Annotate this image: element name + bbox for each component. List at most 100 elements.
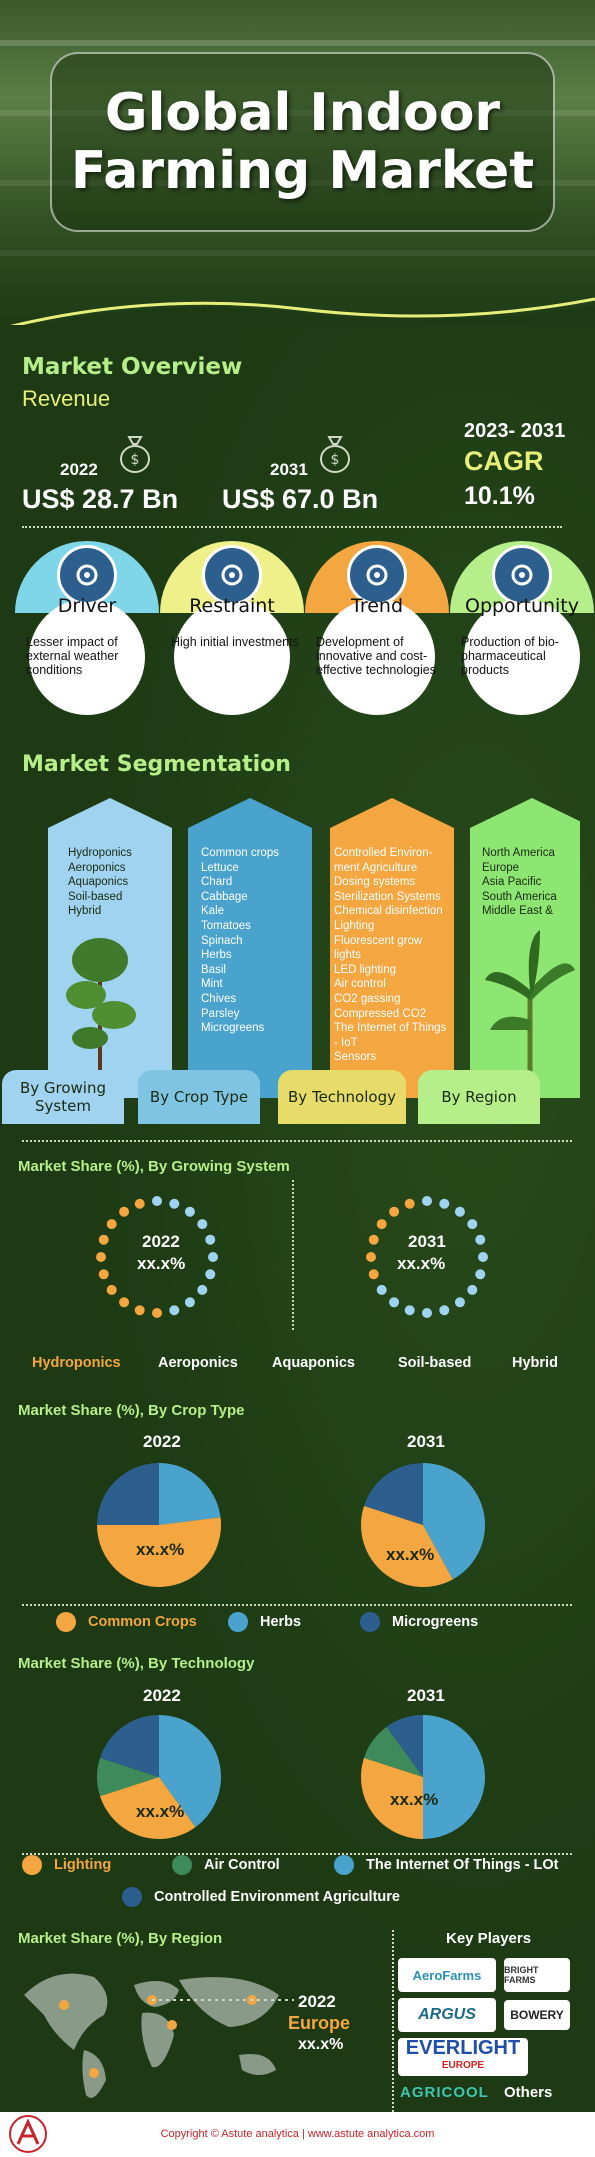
trophy-icon [492, 545, 552, 605]
revenue-subheading: Revenue [22, 386, 111, 411]
key-players-heading: Key Players [446, 1930, 532, 1947]
segment-item: - IoT [334, 1036, 358, 1049]
key-players-others: Others [504, 2084, 553, 2101]
ring-dot [169, 1305, 180, 1316]
ring-dot [205, 1269, 216, 1280]
segment-item: Aeroponics [68, 861, 126, 874]
ring-dot [152, 1196, 162, 1206]
cagr-label: CAGR [464, 446, 544, 476]
greenhouse-rail [0, 110, 595, 116]
segment-item: Spinach [201, 934, 243, 947]
factor-label: Opportunity [464, 595, 580, 617]
ring-dot [106, 1219, 117, 1230]
money-bag-icon: $ [120, 436, 150, 473]
ring-dot [197, 1284, 208, 1295]
pie-slice [159, 1715, 221, 1828]
segment-item: Hybrid [68, 905, 102, 918]
tab-by-crop-type[interactable]: By Crop Type [138, 1070, 260, 1124]
segment-item: North America [482, 847, 555, 859]
ring-dot [454, 1206, 465, 1217]
segment-item: Cabbage [201, 890, 248, 903]
factor-desc: Production of bio-pharmaceutical product… [461, 635, 559, 677]
ring-dot [368, 1234, 379, 1245]
legend-item: Aeroponics [158, 1355, 238, 1371]
ring-dot [422, 1308, 432, 1318]
logo-everlight-name: EVERLIGHT [405, 2037, 521, 2059]
segment-item: Basil [201, 963, 226, 976]
factor-label: Trend [351, 595, 403, 617]
legend-dot [228, 1612, 248, 1632]
region-share-title: Market Share (%), By Region [18, 1930, 223, 1947]
pie-slice [361, 1757, 423, 1839]
ring-dot [475, 1234, 486, 1245]
factor-circle [29, 599, 145, 715]
legend-dot [360, 1612, 380, 1632]
ring-dot [134, 1198, 145, 1209]
growing-2022-dot-ring [96, 1196, 218, 1318]
cagr-value: 10.1% [464, 482, 535, 510]
tech-pie-2022 [97, 1715, 221, 1839]
pie-slice [97, 1517, 221, 1587]
segment-item: Dosing systems [334, 876, 416, 889]
logo-agricool: AGRICOOL [400, 2084, 489, 2101]
ring-dot [389, 1206, 400, 1217]
ring-dot [205, 1234, 216, 1245]
ring-dot [208, 1252, 218, 1262]
ring-dot [106, 1284, 117, 1295]
growing-share-title: Market Share (%), By Growing System [18, 1158, 290, 1175]
ring-dot [152, 1308, 162, 1318]
pie-slice [361, 1505, 453, 1587]
segment-item: Sensors [334, 1051, 377, 1064]
crop-pie-2022-label: xx.x% [136, 1540, 185, 1559]
ring-dot [439, 1305, 450, 1316]
pie-slice [364, 1463, 423, 1525]
ring-dot [119, 1297, 130, 1308]
tech-pie-2031 [361, 1715, 485, 1839]
legend-item: Air Control [172, 1855, 280, 1875]
pie-slice [423, 1715, 485, 1839]
segment-item: Microgreens [201, 1022, 265, 1035]
segment-item: Soil-based [68, 890, 123, 903]
ring-dot [96, 1252, 106, 1262]
pie-slice [386, 1715, 423, 1777]
gears-icon [57, 545, 117, 605]
crop-year-2022: 2022 [143, 1432, 181, 1451]
legend-item: Herbs [228, 1612, 301, 1632]
ring-dot [404, 1305, 415, 1316]
legend-dot [122, 1887, 142, 1907]
factor-cards: Driver Lesser impact of external weather … [0, 541, 595, 735]
segment-item: Tomatoes [201, 919, 251, 932]
ring-dot [467, 1284, 478, 1295]
page-title: Global Indoor Farming Market [70, 83, 535, 201]
footer [0, 2112, 595, 2157]
legend-item: The Internet Of Things - LOt [334, 1855, 559, 1875]
segment-item: Chard [201, 876, 233, 889]
segment-item: Middle East & [482, 905, 553, 918]
segment-item: CO2 gassing [334, 992, 401, 1005]
segment-item: The Internet of Things [334, 1022, 447, 1035]
crop-year-2031: 2031 [407, 1432, 445, 1451]
logo-brightfarms: BRIGHT FARMS [504, 1958, 570, 1992]
logo-aerofarms: AeroFarms [398, 1958, 496, 1992]
legend-label: Microgreens [392, 1614, 479, 1630]
hero-banner [0, 0, 595, 330]
segment-item: Common crops [201, 847, 279, 859]
segment-item: Air control [334, 978, 386, 991]
legend-item: Hydroponics [32, 1355, 121, 1371]
legend-item: Soil-based [398, 1355, 472, 1371]
legend-dot [334, 1855, 354, 1875]
tech-year-2031: 2031 [407, 1686, 445, 1705]
revenue-year-2022: 2022 [60, 460, 98, 479]
ring-dot [376, 1219, 387, 1230]
ring-dot [467, 1219, 478, 1230]
copyright-text: Copyright © Astute analytica | www.astut… [160, 2128, 435, 2140]
legend-item: Hybrid [512, 1355, 558, 1371]
revenue-value-2031: US$ 67.0 Bn [222, 484, 379, 514]
segment-item: Chives [201, 992, 237, 1005]
ring-dot [389, 1297, 400, 1308]
tech-pie-2022-label: xx.x% [136, 1802, 185, 1821]
tab-by-growing-system[interactable]: By Growing System [2, 1070, 124, 1124]
tab-by-region[interactable]: By Region [418, 1070, 540, 1124]
tab-by-technology[interactable]: By Technology [278, 1070, 406, 1124]
growing-year-2031: 2031 [408, 1232, 446, 1251]
